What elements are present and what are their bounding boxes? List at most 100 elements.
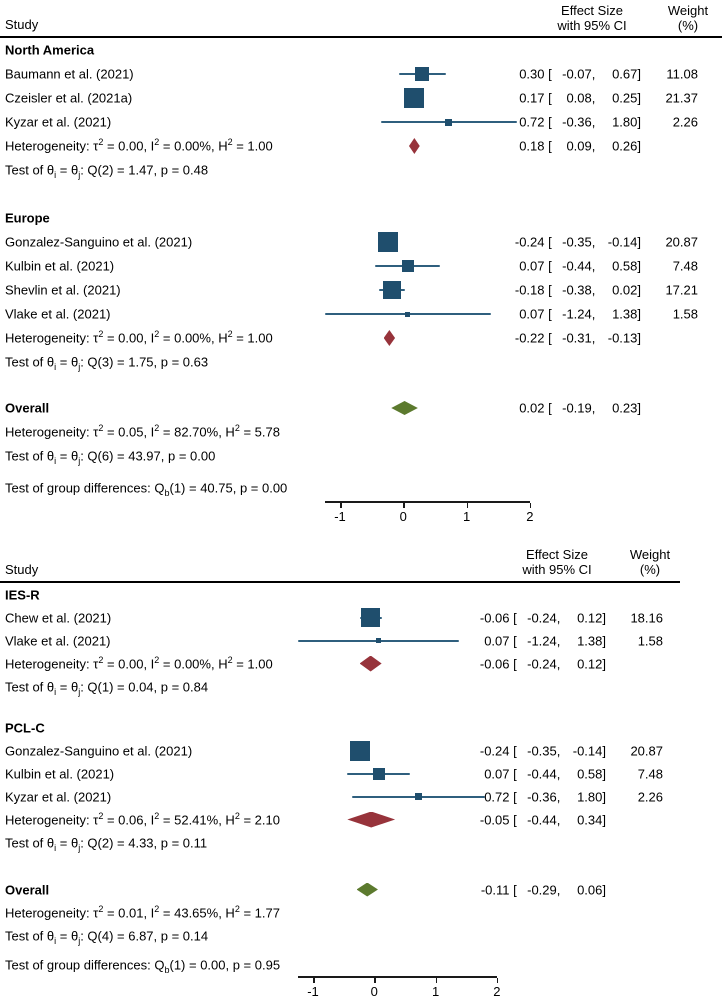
subgroup-diamond-marker [359,655,382,672]
column-header-effect-size: Effect Size with 95% CI [497,547,617,577]
effect-size-header-line1: Effect Size [561,3,623,18]
x-axis-tick [529,503,532,508]
effect-size-value: 0.30 [-0.07, 0.67] [519,66,641,82]
subgroup-header-row: Europe [0,206,722,230]
study-label: Baumann et al. (2021) [5,66,134,82]
header-rule [0,36,722,38]
test-row: Test of θi = θj: Q(6) = 43.97, p = 0.00 [0,444,722,468]
forest-panel-regions: Study Effect Size with 95% CI Weight (%)… [0,3,722,524]
header-rule [0,581,680,583]
effect-size-value: -0.24 [-0.35, -0.14] [479,743,606,758]
heterogeneity-row: Heterogeneity: τ2 = 0.01, I2 = 43.65%, H… [0,901,722,924]
effect-square-marker [376,638,382,643]
x-axis-tick [466,503,469,508]
effect-size-value: 0.02 [-0.19, 0.23] [519,400,641,416]
effect-size-value: -0.06 [-0.24, 0.12] [479,656,606,671]
x-axis-tick [374,978,376,983]
column-header-weight: Weight (%) [653,3,722,33]
row-label: Heterogeneity: τ2 = 0.00, I2 = 0.00%, H2… [5,654,273,671]
subgroup-header-row: North America [0,38,722,62]
effect-square-marker [349,740,370,761]
subgroup-diamond-marker [408,138,420,154]
row-label: Overall [5,882,50,897]
study-row: Gonzalez-Sanguino et al. (2021) -0.24 [-0… [0,230,722,254]
forest-panel-instruments: Study Effect Size with 95% CI Weight (%)… [0,535,722,997]
column-header-study: Study [5,562,39,577]
weight-value: 20.87 [630,743,663,758]
effect-size-value: -0.22 [-0.31, -0.13] [514,330,641,346]
x-axis-tick-label: 1 [462,509,471,524]
test-row: Test of θi = θj: Q(4) = 6.87, p = 0.14 [0,924,722,947]
effect-size-header-line2: with 95% CI [522,562,592,577]
subgroup-diamond-marker [347,811,396,828]
effect-size-value: -0.18 [-0.38, 0.02] [514,282,641,298]
overall-row: Overall -0.11 [-0.29, 0.06] [0,878,722,901]
x-axis-tick-label: 1 [431,984,440,997]
study-label: Kyzar et al. (2021) [5,114,112,130]
effect-size-header-line1: Effect Size [526,547,588,562]
x-axis-tick [496,978,499,983]
study-label: Vlake et al. (2021) [5,633,111,648]
effect-size-value: 0.07 [-0.44, 0.58] [519,258,641,274]
x-axis-tick-label: 0 [399,509,407,524]
x-axis-line [298,976,497,978]
weight-header-line2: (%) [677,18,699,33]
panel-header: Study Effect Size with 95% CI Weight (%) [0,535,722,583]
test-row: Test of θi = θj: Q(1) = 0.04, p = 0.84 [0,675,722,698]
study-row: Kulbin et al. (2021) 0.07 [-0.44, 0.58] 7.4… [0,254,722,278]
effect-square-marker [401,260,414,272]
study-row: Czeisler et al. (2021a) 0.17 [0.08, 0.25] 2… [0,86,722,110]
study-label: Gonzalez-Sanguino et al. (2021) [5,234,193,250]
study-label: Gonzalez-Sanguino et al. (2021) [5,743,193,758]
row-label: Test of θi = θj: Q(2) = 1.47, p = 0.48 [5,162,209,181]
x-axis-tick-label: 2 [526,509,534,524]
effect-size-value: 0.72 [-0.36, 1.80] [484,789,606,804]
effect-square-marker [372,767,385,780]
column-header-weight: Weight (%) [615,547,685,577]
weight-header-line2: (%) [639,562,661,577]
effect-size-value: -0.05 [-0.44, 0.34] [479,812,606,827]
effect-size-value: -0.24 [-0.35, -0.14] [514,234,641,250]
weight-value: 2.26 [672,114,698,130]
effect-square-marker [404,88,425,108]
x-axis-tick-label: -1 [334,509,346,524]
x-axis-tick [435,978,438,983]
study-row: Kyzar et al. (2021) 0.72 [-0.36, 1.80] 2.26 [0,785,722,808]
study-row: Baumann et al. (2021) 0.30 [-0.07, 0.67] 11… [0,62,722,86]
row-label: Test of group differences: Qb(1) = 0.00,… [5,957,281,975]
effect-square-marker [445,118,453,126]
test-row: Test of group differences: Qb(1) = 0.00,… [0,953,722,976]
weight-value: 1.58 [672,306,698,322]
weight-header-line1: Weight [667,3,709,18]
x-axis-tick-label: 0 [370,984,378,997]
x-axis-tick [403,503,405,508]
study-row: Vlake et al. (2021) 0.07 [-1.24, 1.38] 1.58 [0,629,722,652]
effect-size-value: -0.11 [-0.29, 0.06] [480,882,606,897]
study-label: Vlake et al. (2021) [5,306,111,322]
study-row: Kulbin et al. (2021) 0.07 [-0.44, 0.58] 7.4… [0,762,722,785]
row-label: Test of θi = θj: Q(6) = 43.97, p = 0.00 [5,448,216,467]
row-label: Test of θi = θj: Q(4) = 6.87, p = 0.14 [5,928,209,946]
effect-size-value: 0.18 [0.09, 0.26] [519,138,641,154]
heterogeneity-row: Heterogeneity: τ2 = 0.00, I2 = 0.00%, H2… [0,134,722,158]
heterogeneity-row: Heterogeneity: τ2 = 0.00, I2 = 0.00%, H2… [0,326,722,350]
column-header-study: Study [5,17,39,32]
row-label: Heterogeneity: τ2 = 0.06, I2 = 52.41%, H… [5,810,280,827]
row-label: Europe [5,210,50,226]
effect-size-value: -0.06 [-0.24, 0.12] [479,610,606,625]
test-row: Test of θi = θj: Q(2) = 4.33, p = 0.11 [0,831,722,854]
effect-size-value: 0.17 [0.08, 0.25] [519,90,641,106]
column-header-effect-size: Effect Size with 95% CI [532,3,652,33]
effect-size-value: 0.07 [-1.24, 1.38] [484,633,606,648]
row-label: Test of group differences: Qb(1) = 40.75… [5,480,288,499]
weight-value: 2.26 [637,789,663,804]
study-row: Shevlin et al. (2021) -0.18 [-0.38, 0.02] 1… [0,278,722,302]
x-axis-line [324,501,530,503]
row-label: IES-R [5,587,40,602]
row-label: Heterogeneity: τ2 = 0.01, I2 = 43.65%, H… [5,903,280,920]
row-label: Heterogeneity: τ2 = 0.00, I2 = 0.00%, H2… [5,329,273,346]
weight-value: 1.58 [637,633,663,648]
subgroup-header-row: PCL-C [0,716,722,739]
weight-value: 18.16 [630,610,663,625]
